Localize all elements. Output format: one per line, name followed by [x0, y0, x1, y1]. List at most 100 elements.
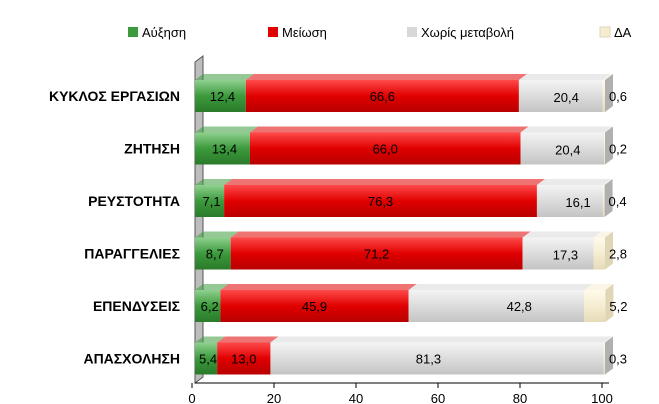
bar-segment-top: [195, 284, 229, 290]
data-label: 20,4: [555, 143, 580, 158]
bar-segment-top: [602, 74, 613, 80]
bar-segment: [195, 342, 218, 375]
data-label: 0,4: [609, 194, 627, 209]
bar-segment-top: [195, 179, 233, 185]
data-label: 13,0: [231, 352, 256, 367]
bar-side-face: [604, 179, 613, 217]
data-label: 81,3: [416, 352, 441, 367]
bar-segment: [522, 237, 594, 270]
x-tick-label: 40: [349, 391, 363, 404]
data-label: 16,1: [565, 195, 590, 210]
bar-segment-top: [593, 231, 613, 238]
bar-segment-top: [522, 231, 602, 238]
bar-segment-top: [195, 336, 226, 343]
data-label: 13,4: [212, 142, 237, 157]
x-tick-label: 0: [188, 391, 195, 404]
bar-segment: [536, 185, 603, 217]
data-label: 45,9: [302, 299, 327, 314]
bar-segment-top: [230, 231, 531, 238]
data-label: 20,4: [554, 90, 579, 105]
legend-swatch: [407, 27, 417, 37]
data-labels: ΚΥΚΛΟΣ ΕΡΓΑΣΙΩΝ 12,4 66,6 20,4 0,6 ΖΗΤΗΣΗ 13,4…: [49, 88, 627, 367]
bar-segment: [249, 132, 521, 165]
bar-segment: [224, 185, 537, 217]
x-tick-label: 60: [431, 391, 445, 404]
bar-side-face: [605, 284, 614, 322]
data-label: 0,3: [609, 352, 627, 367]
legend-label: Χωρίς μεταβολή: [421, 25, 514, 40]
bar-segment: [593, 237, 605, 270]
bar-segment-top: [195, 126, 258, 133]
bar-segment-top: [249, 126, 529, 133]
bar-segment: [195, 237, 231, 270]
data-label: 71,2: [364, 247, 389, 262]
bar-segment-top: [604, 126, 614, 133]
bar-segment: [195, 80, 246, 112]
bar-segment: [518, 80, 603, 112]
x-tick-label: 20: [267, 391, 281, 404]
x-tick-label: 100: [591, 391, 613, 404]
bar-segment: [220, 290, 409, 322]
bar-segment: [195, 132, 250, 165]
bar-segment-top: [584, 284, 614, 290]
data-label: 2,8: [609, 247, 627, 262]
data-label: 42,8: [507, 299, 532, 314]
bar-segment: [602, 185, 605, 217]
bar-segment: [195, 185, 225, 217]
data-label: 17,3: [553, 248, 578, 263]
data-label: 66,0: [373, 142, 398, 157]
category-label: ΑΠΑΣΧΟΛΗΣΗ: [83, 351, 180, 367]
bar-segment-top: [220, 284, 417, 290]
data-label: 76,3: [368, 194, 393, 209]
bar-segment: [217, 342, 271, 375]
bar-segment-top: [224, 179, 545, 185]
data-label: 0,2: [609, 142, 627, 157]
legend-label: ΔΑ: [614, 25, 632, 40]
data-label: 0,6: [609, 89, 627, 104]
legend-swatch: [128, 27, 138, 37]
bar-segment-top: [602, 179, 613, 185]
bars: [195, 74, 614, 375]
category-label: ΡΕΥΣΤΟΤΗΤΑ: [88, 193, 180, 209]
bar-segment: [584, 290, 606, 322]
bar-segment: [245, 80, 519, 112]
legend-swatch: [268, 27, 278, 37]
bar-side-face: [605, 336, 613, 375]
bar-segment: [604, 132, 606, 165]
bar-side-face: [605, 231, 613, 270]
category-label: ΖΗΤΗΣΗ: [124, 141, 180, 157]
bar-segment: [270, 342, 604, 375]
bar-segment-top: [245, 74, 527, 80]
legend: Αύξηση Μείωση Χωρίς μεταβολή ΔΑ: [128, 25, 632, 40]
legend-swatch: [599, 26, 611, 38]
data-label: 66,6: [370, 89, 395, 104]
bar-segment-top: [518, 74, 611, 80]
data-label: 5,4: [199, 352, 217, 367]
bar-segment: [408, 290, 585, 322]
bar-segment: [230, 237, 523, 270]
bar-segment: [602, 80, 605, 112]
bar-side-face: [605, 74, 613, 112]
bar-segment-top: [217, 336, 279, 343]
bar-segment-top: [520, 126, 613, 133]
x-tick-label: 80: [513, 391, 527, 404]
bar-segment-top: [195, 231, 239, 238]
data-label: 6,2: [201, 299, 219, 314]
category-label: ΕΠΕΝΔΥΣΕΙΣ: [93, 298, 180, 314]
data-label: 7,1: [203, 194, 221, 209]
bar-segment-top: [408, 284, 593, 290]
bar-segment-top: [603, 336, 613, 343]
bar-segment: [520, 132, 605, 165]
data-label: 8,7: [206, 247, 224, 262]
bar-segment: [603, 342, 605, 375]
bar-segment-top: [536, 179, 611, 185]
bar-side-face: [605, 126, 613, 165]
data-label: 5,2: [609, 299, 627, 314]
data-label: 12,4: [210, 89, 235, 104]
bar-segment-top: [195, 74, 254, 80]
legend-label: Μείωση: [282, 25, 327, 40]
legend-label: Αύξηση: [142, 25, 186, 40]
bar-segment-top: [270, 336, 612, 343]
category-label: ΚΥΚΛΟΣ ΕΡΓΑΣΙΩΝ: [49, 88, 180, 104]
